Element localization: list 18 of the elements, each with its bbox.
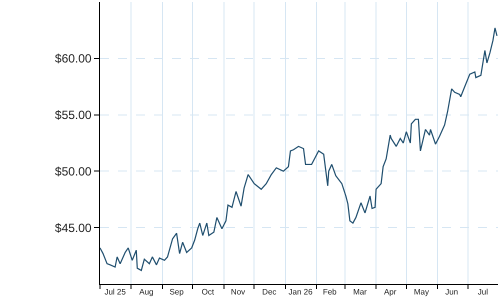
x-tick-label: Oct xyxy=(202,288,215,297)
y-tick-label: $55.00 xyxy=(54,108,92,122)
x-tick-label: May xyxy=(414,288,429,297)
x-tick-label: Dec xyxy=(262,288,276,297)
x-tick-label: Jan 26 xyxy=(288,288,314,297)
x-tick-label: Feb xyxy=(322,288,338,297)
x-tick-label: Aug xyxy=(139,288,154,297)
y-tick-label: $45.00 xyxy=(54,220,92,235)
x-tick-label: Jul 25 xyxy=(104,288,126,297)
x-tick-label: Jul xyxy=(478,288,488,297)
line-series xyxy=(100,27,498,272)
x-tick-label: Sep xyxy=(169,288,184,297)
x-tick-label: Mar xyxy=(353,288,368,297)
y-tick-label: $50.00 xyxy=(54,164,92,178)
y-tick-label: $60.00 xyxy=(54,52,92,66)
x-tick-label: Nov xyxy=(230,288,246,297)
x-tick-label: Apr xyxy=(384,288,397,297)
x-tick-label: Jun xyxy=(445,288,458,297)
